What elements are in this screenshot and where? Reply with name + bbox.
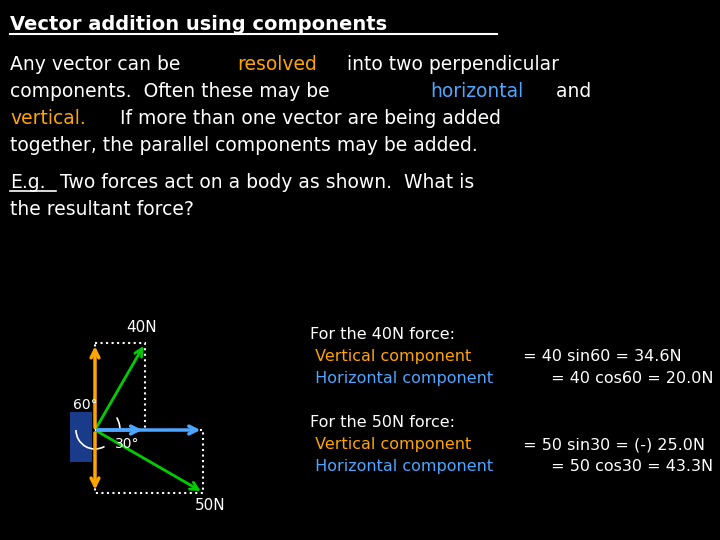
Text: 60°: 60° xyxy=(73,398,98,412)
Bar xyxy=(95,343,145,430)
Text: Any vector can be: Any vector can be xyxy=(10,55,186,74)
Bar xyxy=(70,412,92,462)
Text: E.g.: E.g. xyxy=(10,173,45,192)
Text: Horizontal component: Horizontal component xyxy=(310,459,493,474)
Text: horizontal: horizontal xyxy=(430,82,523,101)
Text: Vertical component: Vertical component xyxy=(310,437,472,452)
Text: 50N: 50N xyxy=(195,498,226,514)
Text: and: and xyxy=(551,82,592,101)
Text: 30°: 30° xyxy=(115,437,140,451)
Text: Vertical component: Vertical component xyxy=(310,349,472,364)
Text: = 50 sin30 = (-) 25.0N: = 50 sin30 = (-) 25.0N xyxy=(518,437,705,452)
Text: components.  Often these may be: components. Often these may be xyxy=(10,82,336,101)
Text: into two perpendicular: into two perpendicular xyxy=(341,55,559,74)
Text: Two forces act on a body as shown.  What is: Two forces act on a body as shown. What … xyxy=(60,173,474,192)
Text: For the 40N force:: For the 40N force: xyxy=(310,327,455,342)
Text: resolved: resolved xyxy=(238,55,318,74)
Text: vertical.: vertical. xyxy=(10,109,86,128)
Bar xyxy=(95,430,203,492)
Text: Horizontal component: Horizontal component xyxy=(310,371,493,386)
Text: = 40 cos60 = 20.0N: = 40 cos60 = 20.0N xyxy=(546,371,714,386)
Text: 40N: 40N xyxy=(126,320,157,335)
Text: the resultant force?: the resultant force? xyxy=(10,200,194,219)
Text: Vector addition using components: Vector addition using components xyxy=(10,15,387,34)
Text: together, the parallel components may be added.: together, the parallel components may be… xyxy=(10,136,478,155)
Text: For the 50N force:: For the 50N force: xyxy=(310,415,455,430)
Text: = 40 sin60 = 34.6N: = 40 sin60 = 34.6N xyxy=(518,349,682,364)
Text: If more than one vector are being added: If more than one vector are being added xyxy=(108,109,500,128)
Text: = 50 cos30 = 43.3N: = 50 cos30 = 43.3N xyxy=(546,459,714,474)
